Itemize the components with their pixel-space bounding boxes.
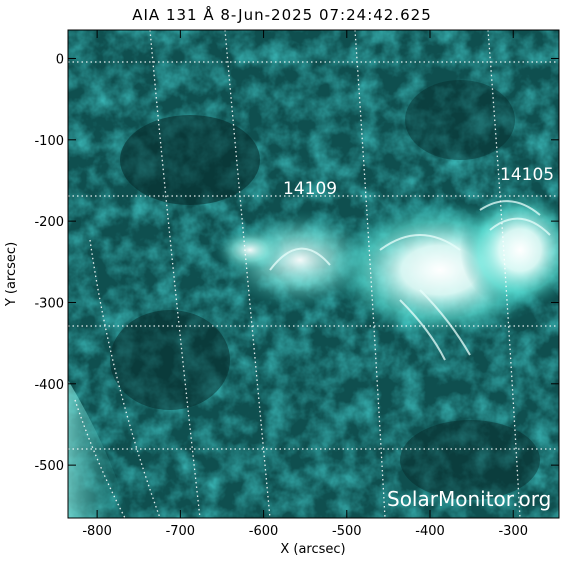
x-tick-label: -400: [415, 524, 445, 539]
y-tick-label: -100: [34, 134, 64, 149]
x-tick-label: -300: [498, 524, 528, 539]
x-tick-labels: -800 -700 -600 -500 -400 -300: [82, 524, 528, 539]
solarmonitor-watermark: SolarMonitor.org: [387, 487, 551, 511]
x-axis-title: X (arcsec): [280, 542, 345, 557]
x-tick-label: -800: [82, 524, 112, 539]
y-tick-label: -300: [34, 296, 64, 311]
region-label-14109: 14109: [283, 179, 337, 199]
y-tick-label: 0: [56, 52, 64, 67]
y-tick-label: -200: [34, 215, 64, 230]
y-axis-title: Y (arcsec): [4, 242, 19, 307]
image-title: AIA 131 Å 8-Jun-2025 07:24:42.625: [132, 6, 432, 24]
solar-disk-image: [68, 30, 559, 518]
axis-ticks: [68, 30, 559, 518]
x-tick-label: -500: [332, 524, 362, 539]
x-tick-label: -600: [249, 524, 279, 539]
y-tick-label: -500: [34, 459, 64, 474]
x-tick-label: -700: [166, 524, 196, 539]
heliographic-grid: [68, 30, 559, 518]
coronal-loops: [269, 200, 551, 361]
y-tick-labels: 0 -100 -200 -300 -400 -500: [34, 52, 64, 474]
region-label-14105: 14105: [500, 165, 554, 185]
plot-frame: [67, 29, 560, 519]
y-tick-label: -400: [34, 378, 64, 393]
